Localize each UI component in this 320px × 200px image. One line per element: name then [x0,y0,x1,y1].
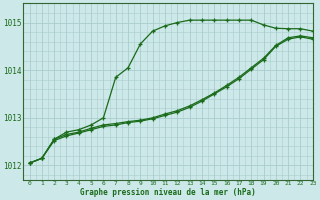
X-axis label: Graphe pression niveau de la mer (hPa): Graphe pression niveau de la mer (hPa) [80,188,256,197]
